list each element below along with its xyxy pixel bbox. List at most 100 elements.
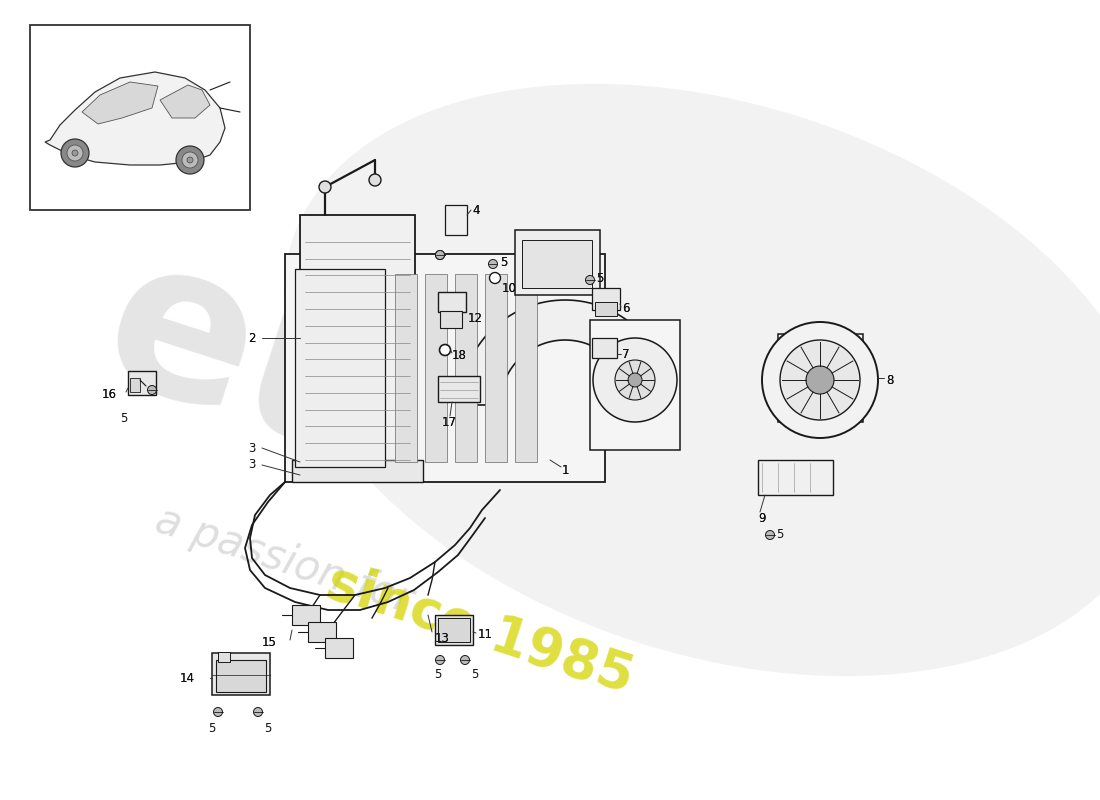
Bar: [30, 25, 250, 210]
Text: a passion for: a passion for: [150, 498, 418, 622]
Polygon shape: [45, 72, 225, 165]
Bar: [595, 302, 617, 316]
Circle shape: [762, 322, 878, 438]
Text: 12: 12: [468, 311, 483, 325]
Bar: [440, 311, 462, 328]
Text: 5: 5: [120, 411, 128, 425]
Bar: [324, 638, 353, 658]
Bar: [515, 230, 600, 295]
Circle shape: [187, 157, 192, 163]
Bar: [438, 292, 466, 312]
Text: 11: 11: [478, 629, 493, 642]
Circle shape: [593, 338, 676, 422]
Bar: [395, 274, 417, 462]
Text: 5: 5: [500, 255, 507, 269]
Text: 13: 13: [434, 631, 450, 645]
Bar: [212, 653, 270, 695]
Bar: [438, 376, 480, 402]
Text: 15: 15: [262, 635, 277, 649]
Circle shape: [440, 345, 451, 355]
Circle shape: [72, 150, 78, 156]
Bar: [522, 240, 592, 288]
Text: eur: eur: [80, 218, 530, 542]
Text: 5: 5: [776, 529, 783, 542]
Circle shape: [253, 707, 263, 717]
Text: 5: 5: [500, 255, 507, 269]
Bar: [515, 274, 537, 462]
Circle shape: [60, 139, 89, 167]
Circle shape: [436, 655, 444, 665]
Bar: [285, 254, 605, 482]
Bar: [425, 274, 447, 462]
Bar: [592, 288, 620, 310]
Text: 14: 14: [180, 671, 195, 685]
Bar: [446, 205, 468, 235]
Circle shape: [488, 259, 497, 269]
Circle shape: [213, 707, 222, 717]
Bar: [130, 378, 140, 392]
Text: 17: 17: [442, 415, 456, 429]
Circle shape: [490, 273, 500, 283]
Circle shape: [147, 386, 156, 394]
Text: 10: 10: [502, 282, 517, 294]
Bar: [438, 618, 470, 642]
Circle shape: [806, 366, 834, 394]
Bar: [434, 615, 473, 645]
Bar: [778, 334, 864, 422]
Text: since 1985: since 1985: [320, 556, 639, 704]
Text: 8: 8: [886, 374, 893, 386]
Bar: [758, 460, 833, 495]
Bar: [300, 215, 415, 470]
Bar: [218, 652, 230, 662]
Text: 9: 9: [758, 511, 766, 525]
Circle shape: [67, 145, 82, 161]
Bar: [590, 320, 680, 450]
Circle shape: [176, 146, 204, 174]
Bar: [295, 269, 385, 467]
Text: 12: 12: [468, 311, 483, 325]
Polygon shape: [82, 82, 158, 124]
Text: 2: 2: [248, 331, 255, 345]
Text: 3: 3: [248, 458, 255, 471]
Text: 4: 4: [472, 203, 480, 217]
Text: 9: 9: [758, 511, 766, 525]
Bar: [292, 605, 320, 625]
Text: 13: 13: [434, 631, 450, 645]
Text: 14: 14: [180, 671, 195, 685]
Text: 16: 16: [102, 389, 117, 402]
Text: 2: 2: [248, 331, 255, 345]
Text: 1: 1: [562, 463, 570, 477]
Text: 6: 6: [621, 302, 629, 314]
Text: 5: 5: [471, 669, 478, 682]
Bar: [128, 371, 156, 395]
Circle shape: [461, 655, 470, 665]
Text: 5: 5: [434, 669, 441, 682]
Bar: [485, 274, 507, 462]
Text: 7: 7: [621, 347, 629, 361]
Text: 18: 18: [452, 350, 466, 362]
Text: 10: 10: [502, 282, 517, 294]
Text: 5: 5: [264, 722, 272, 734]
Circle shape: [319, 181, 331, 193]
Text: 16: 16: [102, 389, 117, 402]
Circle shape: [182, 152, 198, 168]
Text: 11: 11: [478, 629, 493, 642]
Circle shape: [628, 373, 642, 387]
Bar: [455, 274, 477, 462]
Text: 3: 3: [248, 442, 255, 454]
Circle shape: [436, 250, 444, 259]
Circle shape: [368, 174, 381, 186]
Circle shape: [766, 530, 774, 539]
Ellipse shape: [284, 84, 1100, 676]
Text: 6: 6: [621, 302, 629, 314]
Text: 17: 17: [442, 415, 456, 429]
Text: 7: 7: [621, 347, 629, 361]
Polygon shape: [460, 300, 670, 405]
Text: 5: 5: [596, 271, 604, 285]
Bar: [216, 660, 266, 692]
Circle shape: [436, 250, 444, 259]
Bar: [592, 338, 617, 358]
Text: 18: 18: [452, 350, 466, 362]
Text: 8: 8: [886, 374, 893, 386]
Text: 15: 15: [262, 635, 277, 649]
